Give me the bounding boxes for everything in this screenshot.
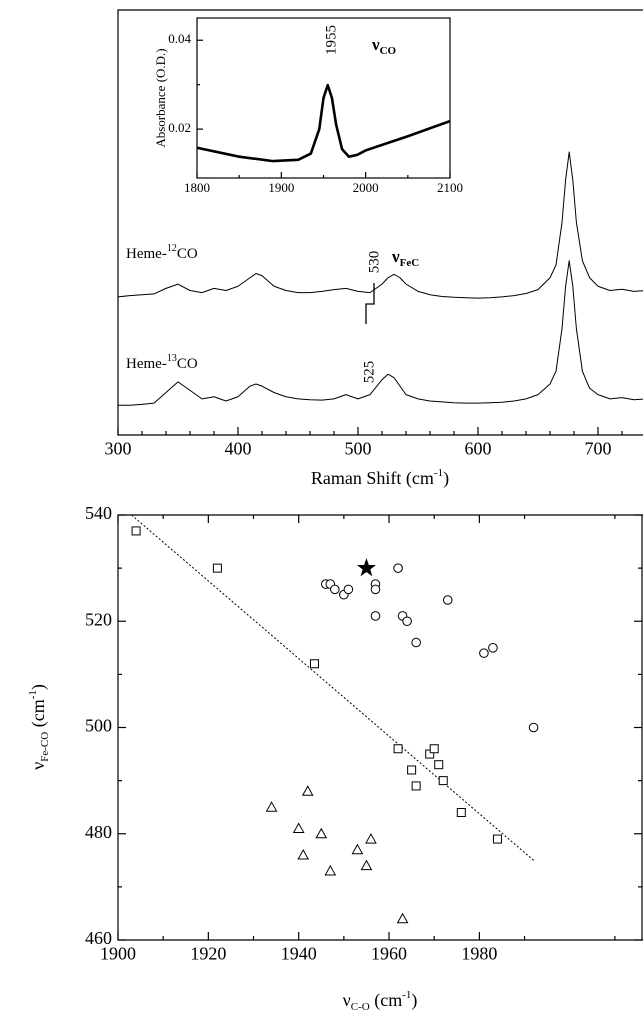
circle-point [528, 722, 539, 733]
panel: 300 400 500 600 700 [105, 151, 643, 458]
circle-point [442, 595, 453, 605]
series-label: Heme-13CO [126, 353, 198, 372]
circle-point [330, 584, 340, 595]
isotope-shift-bracket [365, 283, 375, 324]
raman-frame [117, 9, 643, 436]
y-tick-label: 0.02 [168, 120, 191, 135]
square-point [131, 526, 141, 536]
spectrum [117, 151, 643, 299]
band-label: νCO [371, 35, 397, 57]
triangle-point [315, 827, 328, 839]
x-tick-label: 1900 [100, 943, 136, 963]
circle-point [411, 637, 421, 648]
triangle-point [301, 785, 314, 796]
panel: 1900 1920 1940 1960 1980 460 480 500 520 540 [85, 503, 642, 963]
star-point [356, 558, 376, 577]
x-tick-label: 500 [345, 438, 372, 458]
x-tick-label: 300 [105, 438, 132, 458]
triangle-point [360, 859, 373, 871]
triangle-point [396, 912, 409, 924]
triangle-point [324, 864, 337, 876]
square-point [456, 808, 466, 817]
square-point [425, 749, 435, 759]
triangle-point [297, 848, 310, 860]
x-tick-label: 400 [225, 438, 252, 458]
circle-point [479, 648, 489, 658]
scatter-frame [117, 514, 643, 941]
square-point [310, 659, 319, 669]
circle-point [393, 563, 403, 573]
circle-point [370, 611, 381, 621]
y-axis-label: νFe-CO (cm-1) [27, 684, 51, 770]
x-tick-label: 1980 [461, 943, 497, 963]
x-tick-label: 600 [465, 438, 492, 458]
peak-label: 525 [361, 361, 377, 384]
circle-point [343, 584, 354, 595]
square-point [411, 781, 421, 791]
triangle-point [292, 822, 305, 833]
x-axis-label: νC-O (cm-1) [343, 989, 418, 1013]
triangle-point [351, 843, 364, 855]
x-tick-label: 1960 [371, 943, 407, 963]
x-axis-label: Raman Shift (cm-1) [311, 467, 449, 490]
peak-label: 1955 [323, 25, 339, 55]
y-tick-label: 480 [85, 822, 112, 842]
square-point [393, 744, 403, 754]
fit-line [131, 514, 534, 861]
circle-point [370, 584, 381, 595]
x-tick-label: 2100 [437, 180, 463, 195]
x-tick-label: 1800 [184, 180, 210, 195]
x-tick-label: 1920 [190, 943, 226, 963]
x-tick-label: 2000 [353, 180, 379, 195]
y-tick-label: 540 [85, 503, 112, 523]
x-tick-label: 700 [585, 438, 612, 458]
spectrum [196, 83, 451, 163]
square-point [438, 776, 448, 786]
triangle-point [365, 833, 377, 844]
series-label: Heme-12CO [126, 243, 198, 262]
y-tick-label: 500 [85, 716, 112, 736]
x-tick-label: 1900 [268, 180, 294, 195]
y-tick-label: 460 [85, 928, 112, 948]
triangle-point [265, 801, 278, 812]
circle-point [402, 616, 412, 627]
inset-y-label: Absorbance (O.D.) [153, 48, 168, 147]
x-tick-label: 1940 [281, 943, 317, 963]
square-point [492, 834, 502, 844]
panel: 1800 1900 2000 2100 0.02 0.04 [168, 31, 463, 195]
square-point [434, 760, 444, 770]
band-label: νFeC [391, 247, 419, 269]
y-tick-label: 520 [85, 609, 112, 629]
spectrum [118, 260, 643, 406]
square-point [429, 744, 439, 754]
square-point [212, 563, 222, 573]
square-point [407, 765, 417, 775]
circle-point [488, 643, 498, 653]
y-tick-label: 0.04 [168, 31, 191, 46]
peak-label: 530 [366, 251, 382, 274]
